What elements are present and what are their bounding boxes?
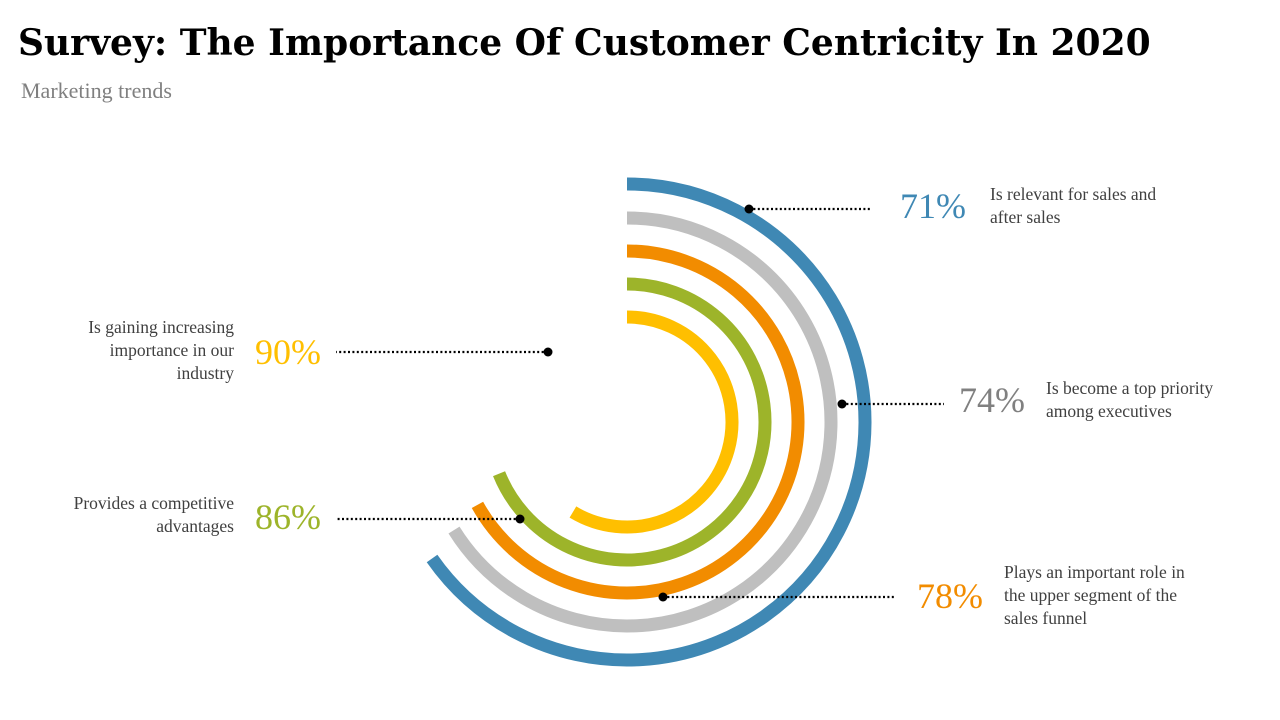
arc-90 — [569, 310, 739, 534]
page-title: Survey: The Importance Of Customer Centr… — [18, 22, 1151, 64]
arc-74 — [448, 211, 838, 633]
category-label-sales-after-sales: Is relevant for sales and after sales — [990, 184, 1157, 227]
arc-78 — [471, 244, 805, 600]
leader-dot-86 — [515, 514, 525, 524]
value-label-90: 90% — [255, 332, 321, 372]
arc-86 — [493, 277, 772, 567]
category-label-top-priority: Is become a top priority among executives — [1046, 378, 1214, 421]
leader-dot-90 — [543, 347, 553, 357]
category-label-industry-importance: Is gaining increasing importance in our in… — [88, 317, 234, 383]
leader-dot-74 — [837, 399, 847, 409]
value-label-71: 71% — [900, 186, 966, 226]
value-label-78: 78% — [917, 576, 983, 616]
value-label-74: 74% — [959, 380, 1025, 420]
leader-dot-78 — [658, 592, 668, 602]
category-label-sales-funnel: Plays an important role in the upper segm… — [1004, 562, 1185, 628]
leader-dot-71 — [744, 204, 754, 214]
value-label-86: 86% — [255, 497, 321, 537]
category-label-competitive-advantage: Provides a competitive advantages — [73, 493, 234, 536]
arc-71 — [426, 177, 872, 667]
page-subtitle: Marketing trends — [21, 78, 172, 103]
